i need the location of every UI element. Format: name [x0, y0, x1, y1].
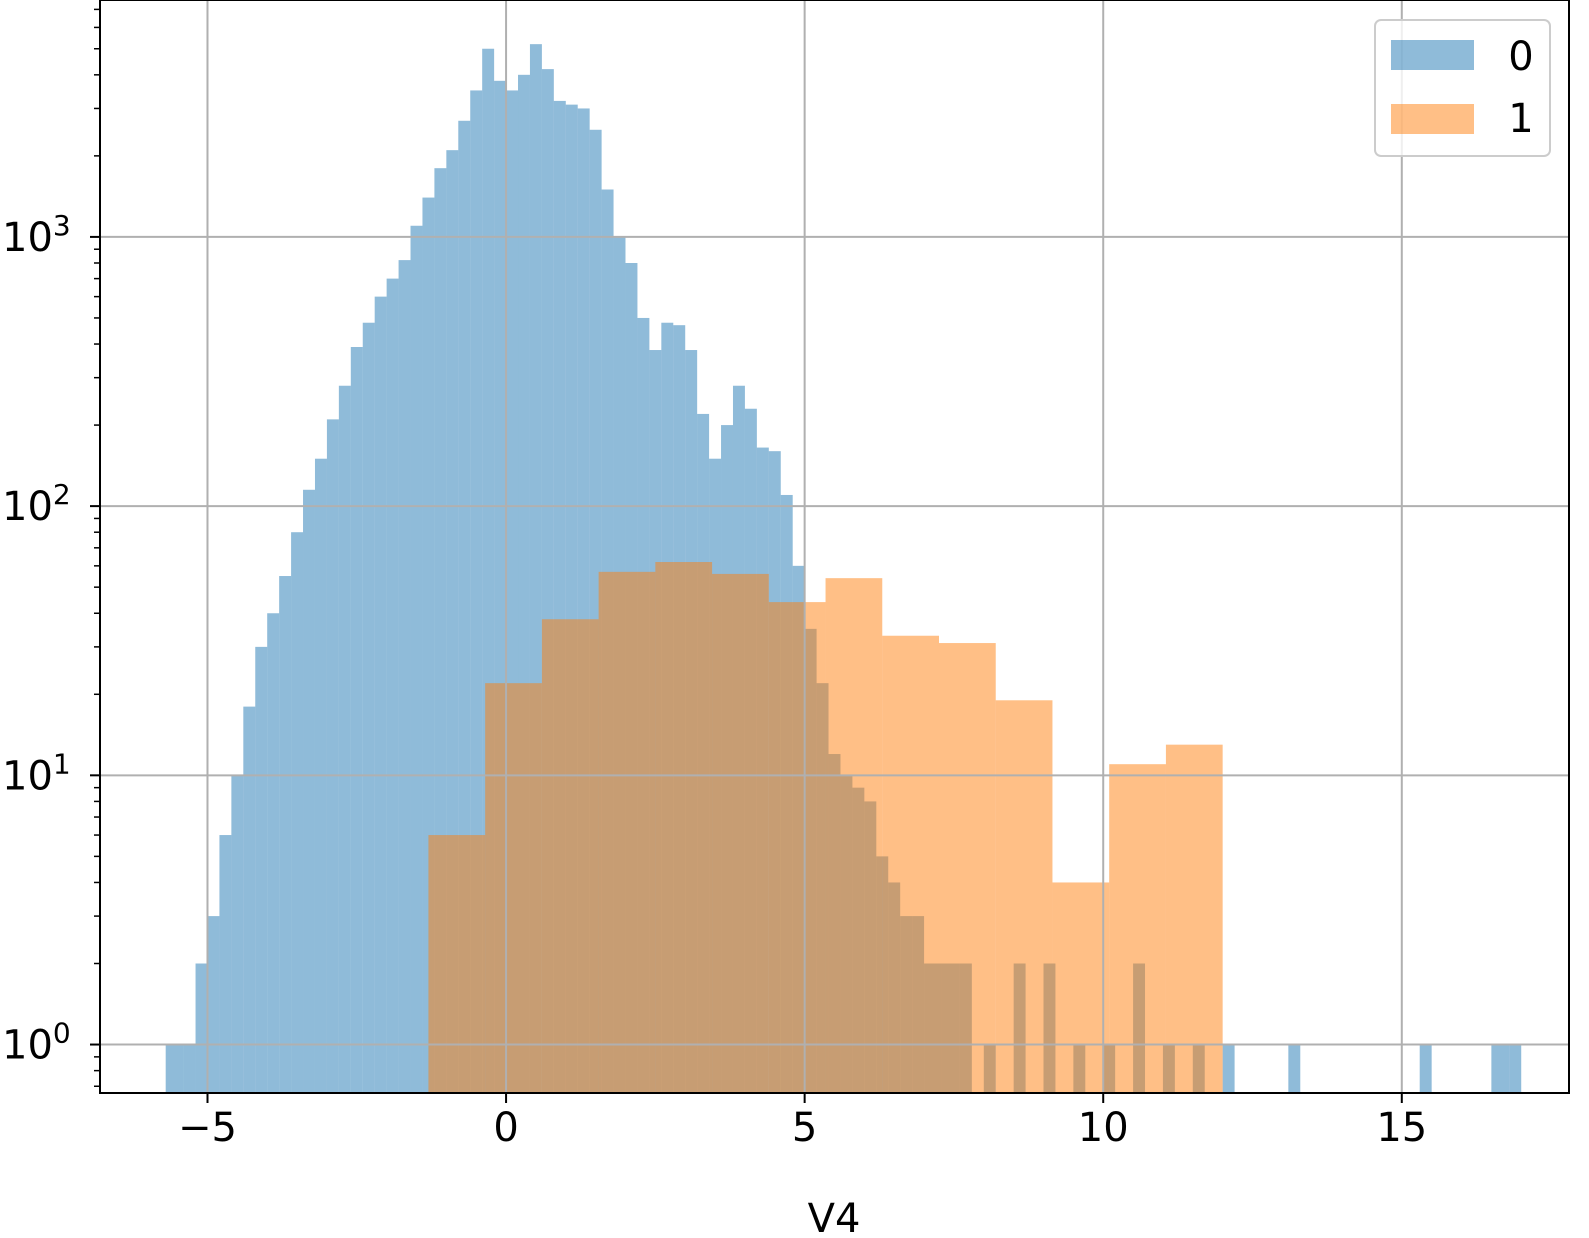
legend-label-0: 0: [1508, 34, 1533, 80]
bars-layer: [165, 44, 1522, 1094]
bar-s1-9: [939, 643, 996, 1093]
x-axis-label: V4: [808, 1196, 861, 1238]
bar-s1-7: [825, 578, 883, 1093]
bar-s0-4: [219, 835, 232, 1093]
bar-s0-18: [386, 278, 399, 1093]
y-tick-label-2: 102: [2, 478, 71, 530]
bar-s0-30: [529, 44, 542, 1093]
y-tick-label-1: 101: [2, 747, 71, 799]
bar-s0-19: [398, 260, 411, 1093]
legend-label-1: 1: [1508, 96, 1533, 142]
bar-s0-3: [207, 916, 220, 1093]
bar-s0-1: [183, 1044, 196, 1093]
bar-s1-13: [1165, 744, 1223, 1093]
bar-s0-34: [577, 108, 590, 1093]
bar-s0-29: [518, 74, 530, 1093]
bar-s1-6: [768, 602, 826, 1093]
bar-s0-22: [434, 168, 447, 1093]
bar-s1-3: [598, 571, 656, 1093]
bar-s0-26: [482, 48, 495, 1094]
bar-s0-76: [1419, 1044, 1432, 1093]
y-tick-label-3: 103: [2, 209, 71, 261]
series-1-bars: [428, 562, 1223, 1093]
bar-s0-21: [422, 197, 435, 1093]
bar-s0-0: [165, 1044, 184, 1093]
bar-s0-28: [506, 90, 519, 1093]
bar-s0-6: [243, 706, 256, 1093]
bar-s0-75: [1288, 1044, 1301, 1093]
x-tick-label-3: 10: [1078, 1105, 1129, 1151]
bar-s1-1: [485, 683, 542, 1093]
bar-s0-74: [1222, 1044, 1235, 1093]
bar-s0-13: [326, 419, 339, 1093]
bar-s0-5: [231, 775, 244, 1093]
bar-s0-24: [458, 120, 471, 1093]
legend-swatch-0: [1391, 40, 1474, 70]
bar-s0-20: [410, 225, 423, 1093]
bar-s0-78: [1509, 1044, 1522, 1093]
legend: 0 1: [1374, 19, 1551, 157]
bar-s0-14: [338, 385, 351, 1093]
y-tick-label-0: 100: [2, 1017, 71, 1069]
ticks-layer: −5 0 5 10 15 100 101 102 103: [2, 8, 1427, 1151]
bar-s0-17: [374, 296, 387, 1093]
bar-s0-16: [362, 322, 375, 1094]
bar-s0-8: [267, 613, 280, 1093]
legend-swatch-1: [1391, 104, 1474, 134]
bar-s0-15: [350, 347, 363, 1093]
bar-s1-8: [882, 635, 939, 1093]
bar-s0-11: [303, 489, 315, 1093]
x-tick-label-0: −5: [178, 1105, 237, 1151]
bar-s0-35: [589, 129, 602, 1093]
plot-frame: [99, 0, 1570, 1094]
bar-s1-11: [1052, 882, 1110, 1093]
bar-s1-5: [712, 573, 769, 1093]
bar-s1-0: [428, 835, 486, 1093]
bar-s0-32: [553, 100, 566, 1093]
bar-s1-2: [541, 619, 599, 1093]
x-tick-label-4: 15: [1376, 1105, 1427, 1151]
bar-s0-33: [565, 104, 578, 1093]
bar-s1-10: [995, 700, 1053, 1093]
bar-s1-12: [1109, 764, 1166, 1093]
x-tick-label-2: 5: [792, 1105, 817, 1151]
bar-s0-31: [541, 69, 554, 1094]
bar-s0-23: [446, 150, 459, 1093]
bar-s0-10: [291, 532, 304, 1093]
bar-s0-2: [195, 963, 208, 1093]
bar-s0-7: [255, 646, 268, 1093]
bar-s0-25: [470, 90, 483, 1093]
grid-layer: [100, 0, 1569, 1093]
bar-s0-77: [1491, 1044, 1510, 1093]
bar-s0-27: [494, 80, 507, 1093]
bar-s1-4: [655, 562, 713, 1093]
x-tick-label-1: 0: [493, 1105, 518, 1151]
bar-s0-9: [279, 576, 292, 1093]
